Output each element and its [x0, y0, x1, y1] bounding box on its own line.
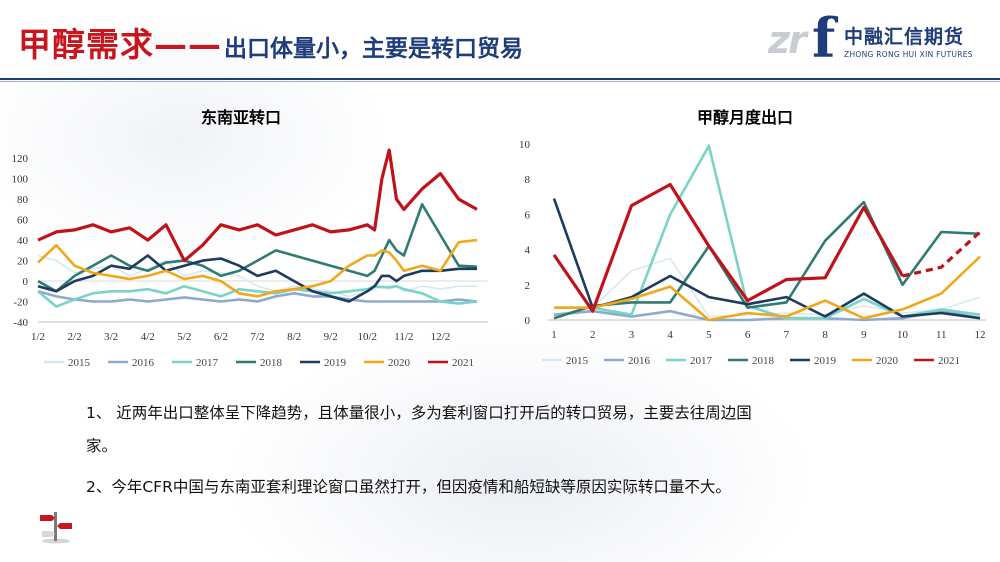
y-tick-label: 100: [12, 174, 29, 186]
signpost-icon: [36, 506, 76, 544]
logo-f-mark: f: [812, 6, 836, 70]
legend-label-2020: 2020: [388, 357, 411, 369]
series-line-2021: [37, 148, 478, 263]
paragraph-2: 2、今年CFR中国与东南亚套利理论窗口虽然打开，但因疫情和船短缺等原因实际转口量…: [86, 478, 731, 496]
title-divider: [0, 78, 1000, 80]
legend-label-2016: 2016: [132, 357, 155, 369]
series-line-2019: [37, 254, 477, 303]
legend-label-2020: 2020: [876, 355, 899, 367]
x-tick-label: 3/2: [104, 331, 118, 343]
chart-title-monthly-export: 甲醇月度出口: [697, 108, 794, 127]
y-tick-label: 20: [17, 256, 29, 268]
title-divider-thin: [0, 81, 1000, 82]
x-tick-label: 11/2: [394, 331, 413, 343]
x-tick-label: 10/2: [357, 331, 377, 343]
series-line-2021: [552, 182, 904, 313]
company-logo: zr f 中融汇信期货 ZHONG RONG HUI XIN FUTURES: [768, 6, 988, 70]
slide-title: 甲醇需求—— 出口体量小，主要是转口贸易: [18, 18, 523, 68]
legend-label-2015: 2015: [68, 357, 91, 369]
x-tick-label: 7/2: [250, 331, 264, 343]
series-line-2020: [37, 238, 478, 298]
x-tick-label: 5/2: [177, 331, 191, 343]
y-tick-label: 6: [525, 209, 531, 221]
legend-label-2021: 2021: [452, 357, 474, 369]
legend-label-2018: 2018: [752, 355, 775, 367]
x-tick-label: 1: [551, 329, 557, 341]
legend-label-2018: 2018: [260, 357, 283, 369]
x-tick-label: 9: [861, 329, 867, 341]
paragraph-1-line-1: 1、 近两年出口整体呈下降趋势，且体量很小，多为套利窗口打开后的转口贸易，主要去…: [86, 404, 752, 422]
x-tick-label: 5: [706, 329, 712, 341]
chart-monthly-export: 0 2 4 6 8 10 1 2 3 4 5 6 7 8 9 10 11 12 2015 2016 2017 2018 20…: [500, 130, 1000, 375]
legend-label-2016: 2016: [628, 355, 651, 367]
legend-label-2017: 2017: [196, 357, 219, 369]
y-tick-label: 10: [519, 139, 531, 151]
x-tick-label: 3: [629, 329, 635, 341]
logo-zr-mark: zr: [768, 18, 807, 62]
title-sub: 出口体量小，主要是转口贸易: [224, 36, 523, 62]
series-line-2016: [37, 290, 478, 303]
x-tick-label: 8/2: [287, 331, 301, 343]
legend-label-2015: 2015: [566, 355, 589, 367]
paragraph-1-line-2: 家。: [86, 437, 118, 455]
y-tick-label: 40: [17, 235, 29, 247]
y-tick-label: 4: [525, 245, 531, 257]
legend-label-2019: 2019: [324, 357, 347, 369]
logo-en-text: ZHONG RONG HUI XIN FUTURES: [844, 50, 973, 59]
logo-cn-text: 中融汇信期货: [844, 26, 965, 48]
x-tick-label: 4/2: [141, 331, 155, 343]
y-tick-label: 0: [23, 276, 29, 288]
y-tick-label: 8: [525, 174, 531, 186]
legend-label-2017: 2017: [690, 355, 713, 367]
legend-label-2021: 2021: [938, 355, 960, 367]
x-tick-label: 12/2: [431, 331, 451, 343]
y-tick-label: 0: [525, 315, 531, 327]
y-tick-label: 2: [525, 280, 531, 292]
chart-southeast-asia-svg: -40 -20 0 20 40 60 80 100 120 1/2 2/2 3/2 4/2 5/2 6/2 7…: [12, 148, 488, 369]
x-tick-label: 4: [667, 329, 673, 341]
series-line-2019: [552, 198, 981, 320]
y-tick-label: -40: [13, 317, 28, 329]
x-tick-label: 2/2: [68, 331, 82, 343]
chart-southeast-asia: -40 -20 0 20 40 60 80 100 120 1/2 2/2 3/2 4/2 5/2 6/2 7…: [0, 130, 500, 375]
x-tick-label: 6: [745, 329, 751, 341]
series-line-2017: [554, 144, 981, 320]
y-tick-label: -20: [13, 297, 28, 309]
x-tick-label: 9/2: [324, 331, 338, 343]
title-main: 甲醇需求——: [18, 25, 222, 64]
y-tick-label: 120: [12, 153, 29, 165]
y-tick-label: 60: [17, 215, 29, 227]
x-tick-label: 10: [897, 329, 909, 341]
legend-label-2019: 2019: [814, 355, 837, 367]
x-tick-label: 12: [975, 329, 986, 341]
y-tick-label: 80: [17, 194, 29, 206]
series-line-2020: [554, 255, 981, 322]
x-tick-label: 8: [822, 329, 828, 341]
series-line-2018: [37, 203, 478, 293]
series-line-2021-dashed: [902, 230, 982, 278]
x-tick-label: 7: [784, 329, 790, 341]
x-tick-label: 2: [590, 329, 596, 341]
x-tick-label: 1/2: [31, 331, 45, 343]
chart-title-southeast-asia: 东南亚转口: [201, 108, 282, 127]
x-tick-label: 6/2: [214, 331, 228, 343]
x-tick-label: 11: [936, 329, 947, 341]
